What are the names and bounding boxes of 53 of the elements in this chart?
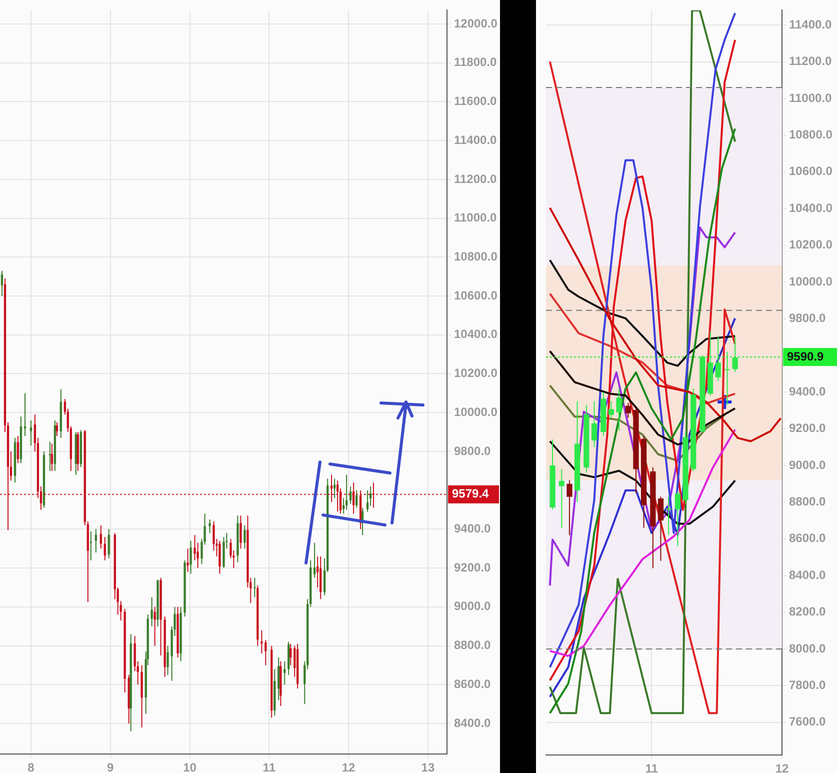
y-tick-label: 8400.0 <box>454 716 492 730</box>
y-tick-label: 11000.0 <box>789 90 832 105</box>
y-tick-label: 9000.0 <box>454 599 492 614</box>
y-tick-label: 12000.0 <box>454 16 498 30</box>
y-tick-label: 10800.0 <box>789 127 833 142</box>
y-tick-label: 10600.0 <box>789 164 833 178</box>
y-tick-label: 7800.0 <box>789 678 826 692</box>
y-tick-label: 8000.0 <box>789 641 826 656</box>
y-tick-label: 10000.0 <box>454 404 498 419</box>
y-tick-label: 7600.0 <box>789 714 826 729</box>
candlestick <box>724 352 730 405</box>
x-tick-label: 10 <box>183 760 197 773</box>
y-tick-label: 9200.0 <box>454 560 492 574</box>
y-tick-label: 9800.0 <box>789 310 826 325</box>
y-tick-label: 11000.0 <box>454 210 498 225</box>
candlestick <box>666 496 672 536</box>
y-tick-label: 10600.0 <box>454 288 498 302</box>
y-tick-label: 10400.0 <box>454 327 498 342</box>
y-tick-label: 9200.0 <box>789 421 826 436</box>
x-tick-label: 13 <box>421 760 435 773</box>
x-tick-label: 12 <box>775 762 789 773</box>
y-tick-label: 8600.0 <box>789 531 826 546</box>
y-tick-label: 8400.0 <box>789 568 826 582</box>
candlestick <box>24 393 26 436</box>
y-tick-label: 10800.0 <box>454 249 498 264</box>
y-tick-label: 9400.0 <box>454 522 492 536</box>
x-tick-label: 12 <box>342 760 356 773</box>
y-tick-label: 10000.0 <box>789 274 833 288</box>
y-tick-label: 8800.0 <box>454 638 492 652</box>
x-tick-label: 11 <box>645 762 658 773</box>
x-tick-label: 11 <box>262 760 276 773</box>
y-tick-label: 8600.0 <box>454 676 492 691</box>
y-tick-label: 8800.0 <box>789 494 826 508</box>
y-tick-label: 9000.0 <box>789 458 826 472</box>
y-tick-label: 10200.0 <box>789 238 833 252</box>
ref-line-label: 9590.9 <box>787 349 824 364</box>
y-tick-label: 9400.0 <box>789 384 826 398</box>
candlestick <box>254 578 256 598</box>
candlestick <box>558 469 564 528</box>
y-tick-label: 10200.0 <box>454 366 498 380</box>
ref-line-label: 9579.4 <box>452 486 490 501</box>
y-tick-label: 11200.0 <box>454 172 498 186</box>
y-tick-label: 8200.0 <box>789 604 826 619</box>
x-tick-label: 8 <box>28 760 35 773</box>
y-tick-label: 9800.0 <box>454 444 492 458</box>
x-tick-label: 9 <box>107 760 114 773</box>
y-tick-label: 11600.0 <box>454 94 498 108</box>
y-tick-label: 11400.0 <box>789 17 832 32</box>
y-tick-label: 11400.0 <box>454 132 498 147</box>
y-tick-label: 10400.0 <box>789 200 833 215</box>
candlestick <box>260 630 263 654</box>
y-tick-label: 11200.0 <box>789 54 832 68</box>
y-tick-label: 11800.0 <box>454 55 498 70</box>
